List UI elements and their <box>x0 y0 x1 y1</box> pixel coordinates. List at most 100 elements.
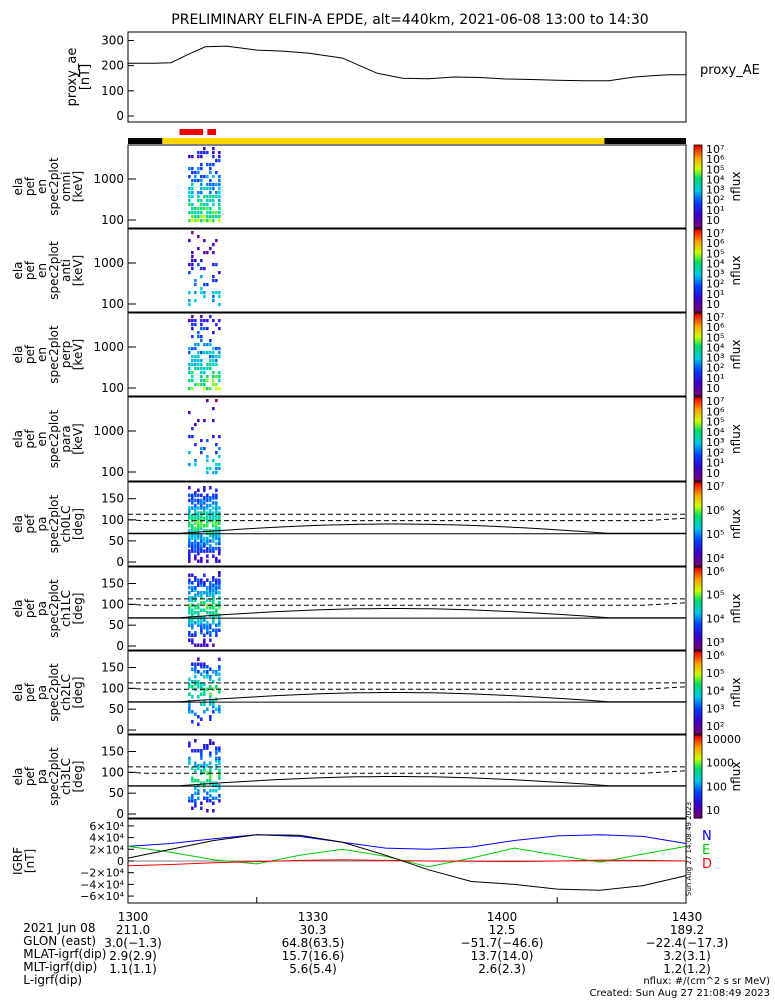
colorbar-tick-label: 10⁴ <box>706 257 725 270</box>
colorbar-swatch <box>694 314 702 317</box>
y-axis-label: pa <box>35 685 49 700</box>
spectrogram-cell <box>209 606 212 610</box>
colorbar-swatch <box>694 518 702 521</box>
colorbar-swatch <box>694 634 702 637</box>
spectrogram-cell <box>206 459 209 463</box>
panel-frame <box>127 481 687 567</box>
spectrogram-cell <box>200 717 203 721</box>
spectrogram-cell <box>188 508 191 513</box>
colorbar-swatch <box>694 674 702 677</box>
spectrogram-cell <box>188 371 191 375</box>
spectrogram-cell <box>197 488 200 493</box>
spectrogram-cell <box>203 419 206 423</box>
colorbar-swatch <box>694 657 702 660</box>
spectrogram-cell <box>215 746 218 750</box>
spectrogram-cell <box>191 536 194 541</box>
spectrogram-cell <box>194 764 197 768</box>
colorbar-swatch <box>694 564 702 567</box>
spectrogram-cell <box>209 199 212 203</box>
spectrogram-cell <box>218 375 221 379</box>
colorbar-swatch <box>694 680 702 683</box>
spectrogram-cell <box>200 682 203 686</box>
colorbar-swatch <box>694 211 702 214</box>
spectrogram-cell <box>194 534 197 538</box>
spectrogram-cell <box>212 586 215 590</box>
spectrogram-cell <box>191 379 194 383</box>
spectrogram-cell <box>200 199 203 203</box>
spectrogram-cell <box>191 633 194 637</box>
colorbar-swatch <box>694 427 702 430</box>
colorbar-swatch <box>694 800 702 802</box>
colorbar-swatch <box>694 218 702 221</box>
spectrogram-cell <box>203 367 206 371</box>
spectrogram-cell <box>209 779 212 783</box>
colorbar-swatch <box>694 322 702 325</box>
y-tick-label: 0 <box>116 807 124 821</box>
colorbar-swatch <box>694 398 702 401</box>
colorbar-swatch <box>694 298 702 301</box>
colorbar-tick-label: 10² <box>706 278 724 291</box>
spectrogram-cell <box>197 351 200 355</box>
footer-label: MLAT-igrf(dip) <box>23 947 107 961</box>
spectrogram-cell <box>206 471 209 475</box>
colorbar-tick-label: 10¹ <box>706 288 724 301</box>
spectrogram-cell <box>188 299 191 303</box>
spectrogram-cell <box>203 710 206 714</box>
spectrogram-cell <box>191 506 194 510</box>
colorbar-tick-label: 10⁶ <box>706 565 725 578</box>
spectrogram-cell <box>215 608 218 612</box>
loss-cone-line <box>128 523 686 534</box>
footer-val: 15.7(16.6) <box>281 949 345 963</box>
spectrogram-cell <box>212 741 215 745</box>
spin-bar-segment <box>162 138 605 144</box>
spectrogram-cell <box>194 611 197 615</box>
spectrogram-cell <box>212 680 215 684</box>
colorbar-tick-label: 10⁵ <box>706 163 724 176</box>
colorbar-swatch <box>694 746 702 749</box>
spectrogram-cell <box>218 618 221 622</box>
created-note: Created: Sun Aug 27 21:08:49 2023 <box>589 988 770 999</box>
spectrogram-cell <box>197 581 200 585</box>
spectrogram-cell <box>206 498 209 503</box>
colorbar-swatch <box>694 593 702 596</box>
spectrogram-cell <box>200 503 203 508</box>
spectrogram-cell <box>203 151 206 155</box>
spectrogram-cell <box>206 628 209 632</box>
spectrogram-cell <box>212 521 215 525</box>
spectrogram-cell <box>200 764 203 768</box>
spectrogram-cell <box>200 319 203 323</box>
spectrogram-cell <box>209 496 212 500</box>
spectrogram-cell <box>218 347 221 351</box>
y-axis-label: [nT] <box>78 64 93 90</box>
y-axis-label: [keV] <box>71 255 85 286</box>
spectrogram-cell <box>194 319 197 323</box>
spectrogram-cell <box>194 596 197 600</box>
y-axis-label: en <box>35 432 49 447</box>
spectrogram-cell <box>200 692 203 696</box>
spectrogram-cell <box>200 187 203 191</box>
spectrogram-cell <box>197 211 200 215</box>
spectrogram-cell <box>203 529 206 533</box>
spectrogram-cell <box>206 643 209 647</box>
y-tick-label: 6×10⁴ <box>89 820 124 833</box>
spectrogram-cell <box>200 359 203 363</box>
footer-label: 2021 Jun 08 <box>23 921 96 935</box>
spectrogram-cell <box>188 219 191 223</box>
colorbar-swatch <box>694 783 702 786</box>
spectrogram-cell <box>203 544 206 548</box>
spectrogram-cell <box>191 608 194 612</box>
spectrogram-cell <box>197 335 200 339</box>
spectrogram-cell <box>197 618 200 622</box>
spectrogram-cell <box>209 163 212 167</box>
colorbar-swatch <box>694 343 702 346</box>
spectrogram-cell <box>200 323 203 327</box>
spectrogram-cell <box>206 546 209 551</box>
spectrogram-cell <box>203 626 206 630</box>
spectrogram-cell <box>218 756 221 760</box>
spectrogram-cell <box>209 179 212 183</box>
spectrogram-cell <box>215 195 218 199</box>
spectrogram-cell <box>191 179 194 183</box>
y-axis-label: perp <box>59 341 73 369</box>
y-tick-label: 1000 <box>93 172 124 186</box>
colorbar-swatch <box>694 171 702 174</box>
